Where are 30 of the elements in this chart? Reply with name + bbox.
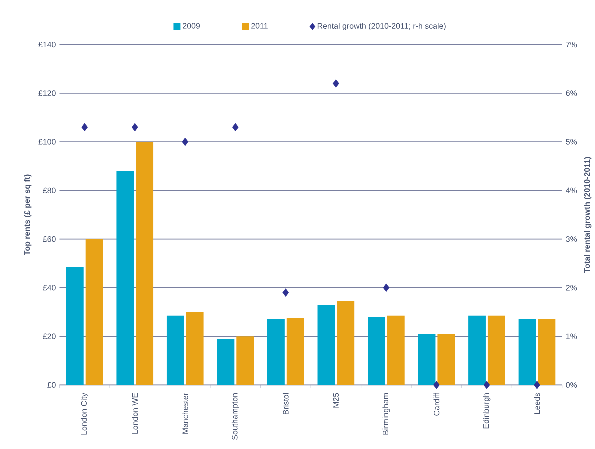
point [484,381,490,390]
bar [518,320,536,386]
bar [86,239,104,386]
bar [116,171,134,386]
bar [538,320,556,386]
point [434,381,440,390]
bar [438,334,456,386]
point [132,123,138,132]
point [383,284,390,292]
bar [286,318,304,386]
bar [318,305,336,386]
bar [217,339,235,386]
bar [66,267,84,386]
bar [186,312,204,386]
bar [387,316,405,386]
point [534,381,540,390]
point [232,123,239,132]
point [282,288,290,298]
point [82,123,88,132]
bar [468,316,486,386]
bar [136,142,154,386]
point [332,80,340,88]
point [182,138,189,146]
bar [166,316,184,386]
bar [368,317,386,386]
bar [488,316,506,386]
bar [236,336,254,386]
bar [268,320,285,386]
bar [418,334,436,386]
bar [337,301,355,386]
